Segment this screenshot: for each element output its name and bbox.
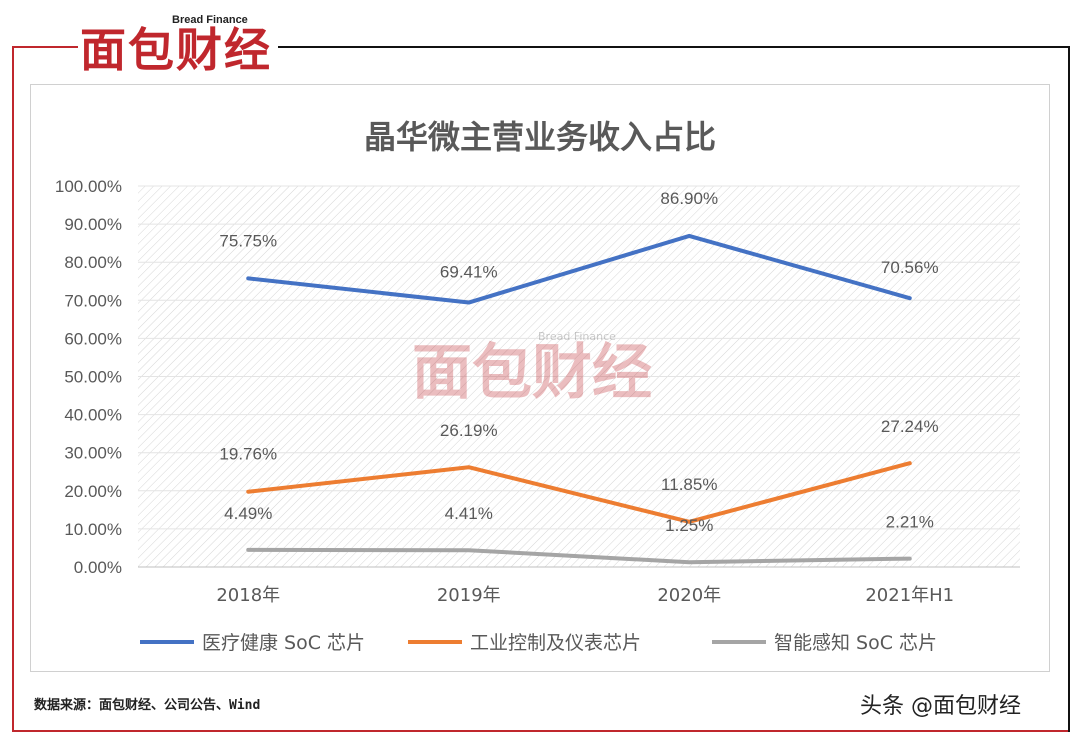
data-label: 2.21%: [886, 513, 934, 532]
y-tick-label: 100.00%: [55, 177, 122, 196]
y-tick-label: 40.00%: [64, 406, 122, 425]
chart-title: 晶华微主营业务收入占比: [363, 118, 716, 156]
series-line-1: [246, 233, 912, 305]
y-tick-label: 70.00%: [64, 291, 122, 310]
legend-label: 工业控制及仪表芯片: [470, 632, 641, 654]
y-tick-label: 90.00%: [64, 215, 122, 234]
y-tick-label: 20.00%: [64, 482, 122, 501]
source-note: 数据来源：面包财经、公司公告、Wind: [34, 698, 261, 713]
y-tick-label: 0.00%: [74, 558, 122, 577]
data-label: 4.41%: [445, 504, 493, 523]
data-label: 27.24%: [881, 417, 939, 436]
series-line-3: [246, 547, 912, 565]
brand-logo-english: Bread Finance: [172, 14, 248, 26]
x-tick-label: 2019年: [437, 585, 501, 606]
watermark-logo: Bread Finance 面包财经: [412, 330, 672, 410]
legend-label: 智能感知 SoC 芯片: [774, 632, 937, 654]
data-label: 86.90%: [660, 189, 718, 208]
data-label: 11.85%: [661, 475, 717, 494]
frame-top-border-right: [278, 46, 1070, 48]
frame-bottom-border: [12, 730, 1070, 732]
data-label: 1.25%: [665, 516, 713, 535]
y-tick-label: 30.00%: [64, 444, 122, 463]
data-label: 75.75%: [219, 231, 277, 250]
x-tick-label: 2018年: [216, 585, 280, 606]
data-label: 26.19%: [440, 421, 498, 440]
brand-logo-chinese: 面包财经: [80, 23, 272, 77]
x-tick-label: 2020年: [657, 585, 721, 606]
watermark-chinese: 面包财经: [412, 338, 652, 408]
watermark-english: Bread Finance: [538, 330, 616, 343]
y-tick-label: 60.00%: [64, 329, 122, 348]
credit-text: 头条 @面包财经: [860, 694, 1021, 719]
data-label: 70.56%: [881, 258, 939, 277]
y-tick-label: 80.00%: [64, 253, 122, 272]
x-tick-label: 2021年H1: [865, 585, 954, 606]
legend-label: 医疗健康 SoC 芯片: [202, 632, 365, 654]
y-tick-label: 50.00%: [64, 368, 122, 387]
y-tick-label: 10.00%: [64, 520, 122, 539]
data-label: 19.76%: [219, 445, 277, 464]
frame-left-border: [12, 46, 14, 732]
frame-right-border: [1068, 46, 1070, 732]
series-line-2: [246, 461, 912, 524]
frame-top-border-left: [12, 46, 78, 48]
data-label: 4.49%: [224, 504, 272, 523]
data-label: 69.41%: [440, 263, 498, 282]
